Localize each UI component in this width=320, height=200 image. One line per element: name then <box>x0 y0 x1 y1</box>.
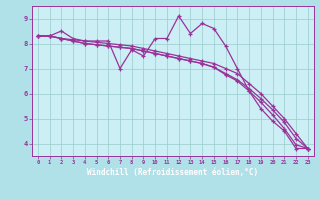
Text: Windchill (Refroidissement éolien,°C): Windchill (Refroidissement éolien,°C) <box>87 168 258 178</box>
